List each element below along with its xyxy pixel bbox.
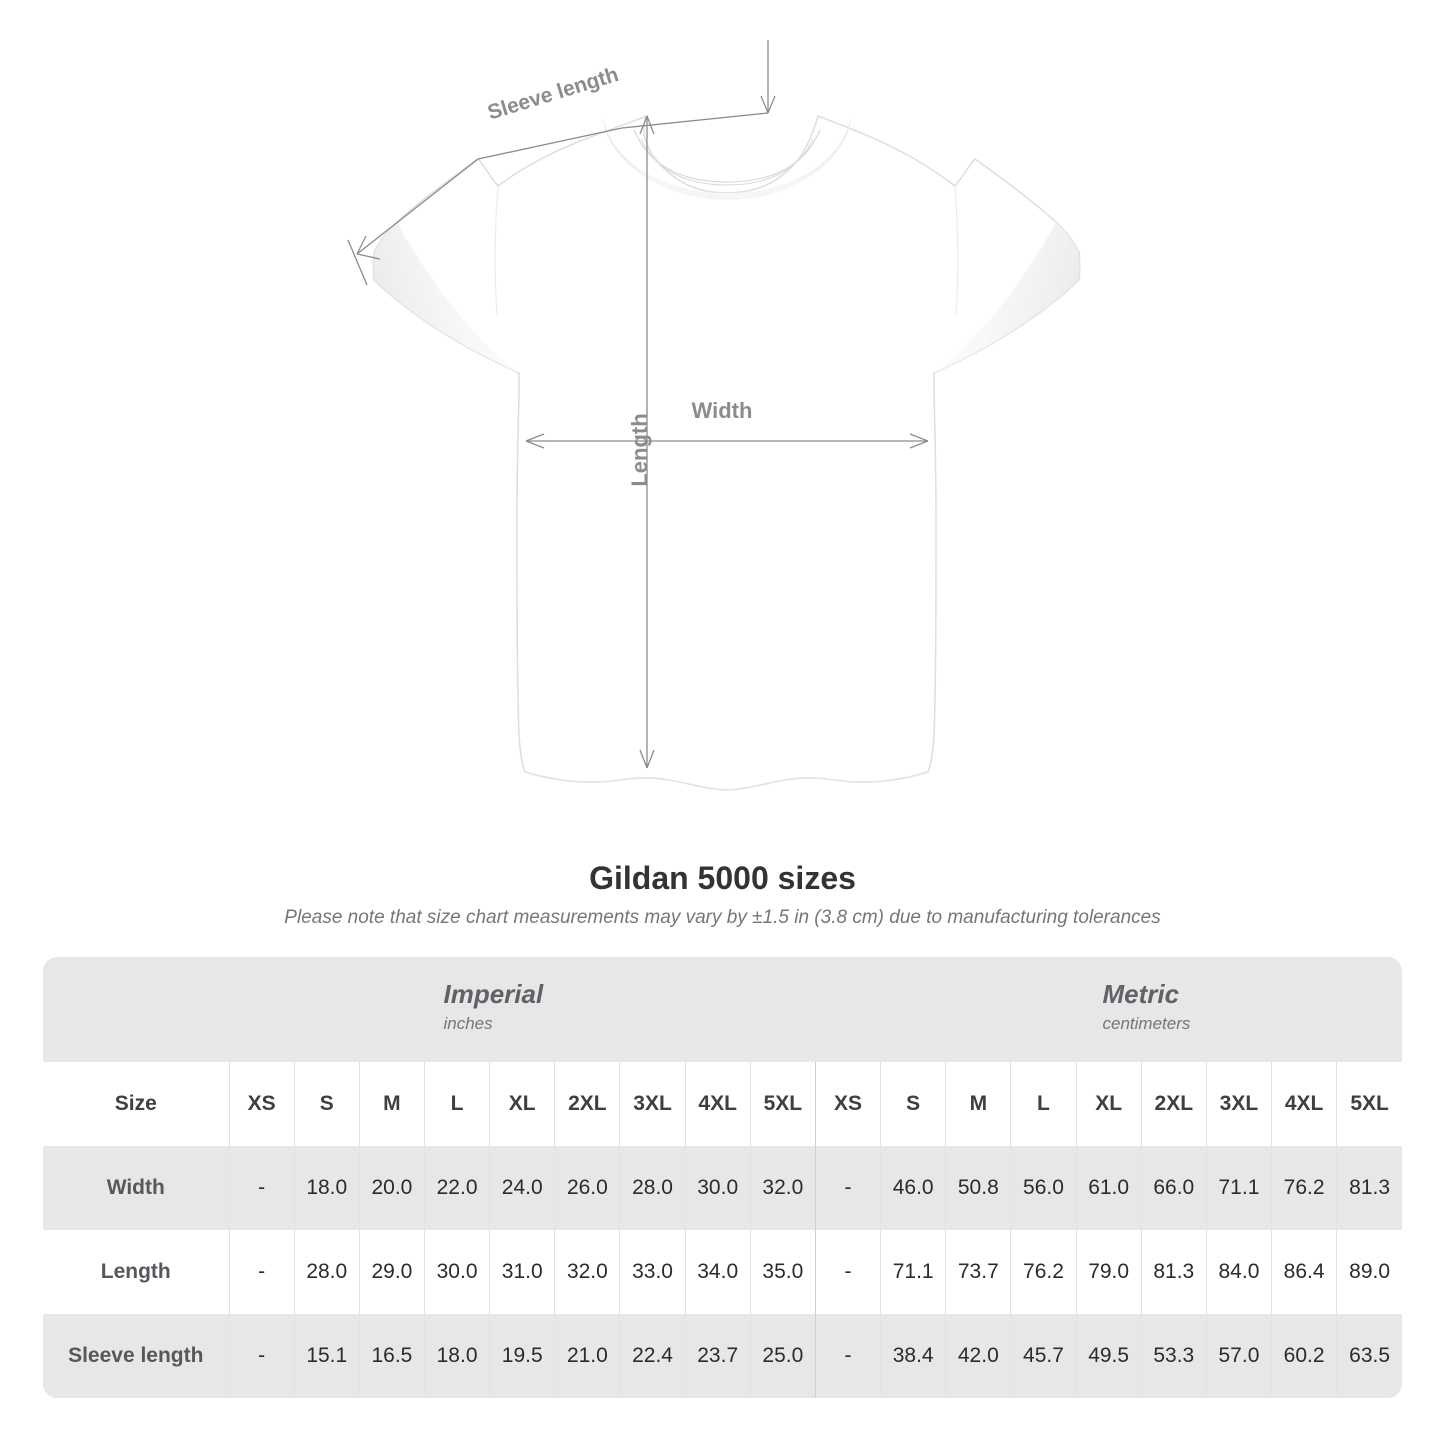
svg-text:Length: Length [627, 413, 652, 486]
svg-text:Sleeve length: Sleeve length [485, 63, 621, 125]
svg-text:Width: Width [692, 398, 753, 423]
